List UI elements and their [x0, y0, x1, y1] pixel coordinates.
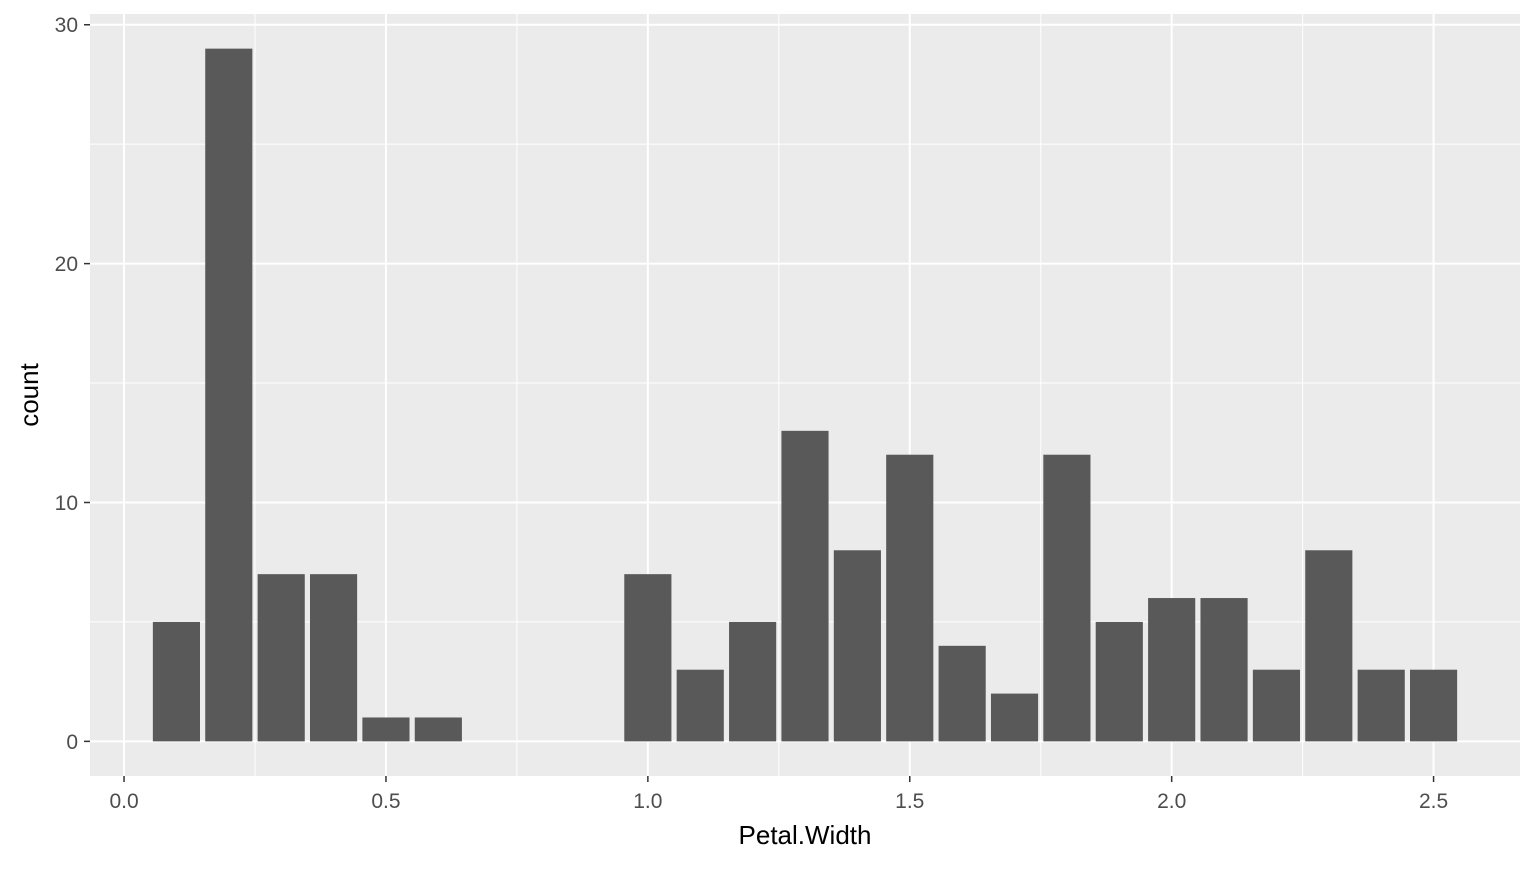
x-tick-label: 0.5 [371, 790, 400, 813]
x-tick-label: 2.5 [1419, 790, 1448, 813]
bar [1357, 669, 1405, 742]
x-tick-label: 0.0 [109, 790, 138, 813]
x-tick-label: 2.0 [1157, 790, 1186, 813]
bar [152, 621, 200, 742]
bars [152, 48, 1458, 742]
x-axis: 0.0 0.5 1.0 1.5 2.0 2.5 [109, 776, 1448, 813]
bar [1252, 669, 1300, 742]
y-tick-label: 20 [55, 253, 78, 276]
x-tick-label: 1.5 [895, 790, 924, 813]
bar [781, 430, 829, 742]
bar [1095, 621, 1143, 742]
bar [1148, 598, 1196, 742]
bar [833, 550, 881, 742]
y-tick-label: 0 [66, 731, 78, 754]
bar [310, 574, 358, 742]
y-axis-title: count [14, 362, 44, 426]
bar [729, 621, 777, 742]
bar [990, 693, 1039, 742]
bar [676, 669, 724, 742]
bar [1200, 598, 1248, 742]
bar [1305, 550, 1353, 742]
bar [205, 48, 253, 742]
bar [414, 717, 462, 742]
bar [1410, 669, 1458, 742]
y-tick-label: 10 [55, 492, 78, 515]
y-axis: 0 10 20 30 [55, 14, 90, 754]
y-tick-label: 30 [55, 14, 78, 37]
bar [624, 574, 672, 742]
bar [257, 574, 305, 742]
bar [886, 454, 934, 742]
bar [938, 645, 986, 742]
bar [1043, 454, 1091, 742]
bar [362, 717, 410, 742]
x-tick-label: 1.0 [633, 790, 662, 813]
x-axis-title: Petal.Width [739, 820, 872, 850]
